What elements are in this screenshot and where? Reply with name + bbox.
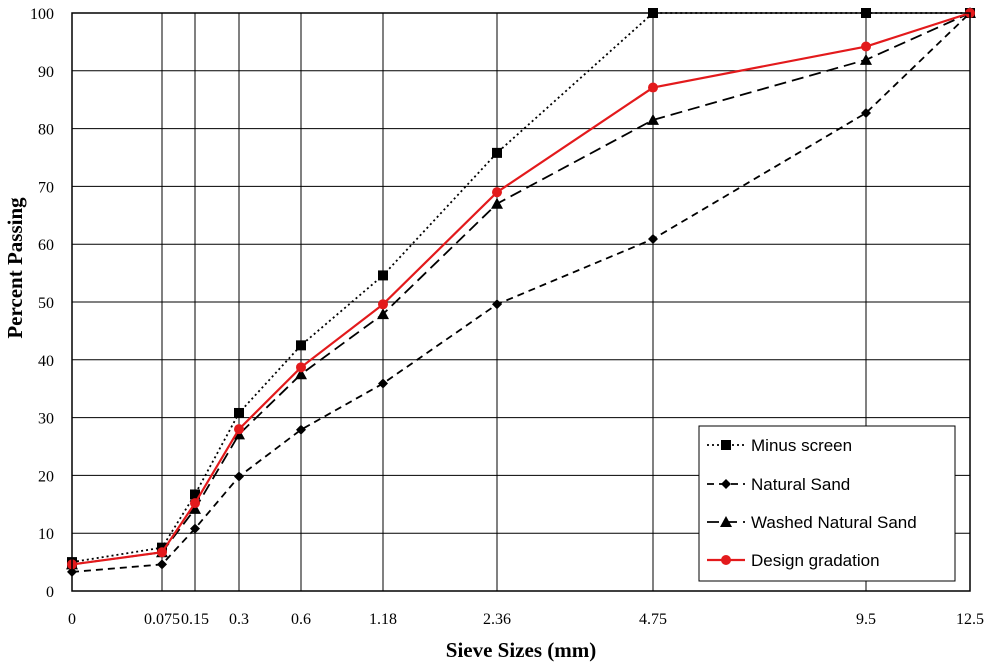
circle-marker — [492, 187, 502, 198]
plot-frame — [71, 12, 971, 592]
square-marker — [492, 147, 502, 158]
x-tick-label: 9.5 — [856, 611, 876, 628]
diamond-marker — [378, 378, 388, 389]
y-tick-label: 20 — [38, 468, 54, 485]
y-tick-label: 40 — [38, 353, 54, 370]
legend-label: Design gradation — [751, 551, 880, 570]
diamond-marker — [234, 471, 244, 482]
x-tick-label: 0.15 — [181, 611, 209, 628]
diamond-marker — [861, 107, 871, 118]
triangle-marker — [720, 516, 732, 527]
y-tick-label: 30 — [38, 411, 54, 428]
x-tick-label: 4.75 — [639, 611, 667, 628]
triangle-marker — [647, 113, 659, 125]
x-tick-label: 12.5 — [956, 611, 984, 628]
y-tick-label: 90 — [38, 64, 54, 81]
legend-item: Natural Sand — [707, 475, 850, 494]
circle-marker — [296, 362, 306, 373]
x-tick-label: 0.3 — [229, 611, 249, 628]
y-tick-label: 50 — [38, 295, 54, 312]
square-marker — [378, 270, 388, 281]
x-tick-label: 0.6 — [291, 611, 311, 628]
y-axis-title: Percent Passing — [3, 197, 27, 339]
x-tick-label: 2.36 — [483, 611, 511, 628]
square-marker — [296, 340, 306, 351]
triangle-marker — [377, 308, 389, 320]
legend-label: Washed Natural Sand — [751, 513, 917, 532]
legend-item: Washed Natural Sand — [707, 513, 917, 532]
x-tick-label: 1.18 — [369, 611, 397, 628]
circle-marker — [234, 424, 244, 435]
triangle-marker — [860, 53, 872, 65]
legend: Minus screen Natural Sand Washed Natural S… — [698, 425, 956, 582]
legend-label: Natural Sand — [751, 475, 850, 494]
square-marker — [721, 440, 731, 450]
diamond-marker — [190, 523, 200, 534]
diamond-marker — [492, 299, 502, 310]
diamond-marker — [721, 479, 731, 489]
y-tick-label: 0 — [46, 584, 54, 601]
legend-item: Minus screen — [707, 436, 852, 455]
legend-box — [698, 425, 956, 582]
axis-labels: 0 10 20 30 40 50 60 70 80 90 100 0 0.075 0.15 0.3 0.6 1.… — [30, 6, 984, 628]
series-line — [71, 12, 971, 573]
diamond-marker — [157, 559, 167, 570]
triangle-marker — [189, 502, 201, 514]
triangle-marker — [491, 197, 503, 209]
series-line — [71, 12, 970, 563]
circle-marker — [157, 547, 167, 558]
y-tick-label: 70 — [38, 179, 54, 196]
square-marker — [234, 407, 244, 418]
circle-marker — [721, 555, 731, 565]
y-tick-label: 10 — [38, 526, 54, 543]
x-tick-label: 0.075 — [144, 611, 180, 628]
y-tick-label: 60 — [38, 237, 54, 254]
circle-marker — [378, 299, 388, 310]
circle-marker — [190, 498, 200, 509]
y-tick-label: 80 — [38, 122, 54, 139]
x-tick-label: 0 — [68, 611, 76, 628]
circle-marker — [861, 41, 871, 52]
circle-marker — [648, 82, 658, 93]
triangle-marker — [295, 368, 307, 380]
series-line — [71, 12, 971, 566]
x-axis-title: Sieve Sizes (mm) — [446, 638, 596, 662]
y-tick-label: 100 — [30, 6, 54, 23]
legend-label: Minus screen — [751, 436, 852, 455]
square-marker — [190, 489, 200, 500]
series-line — [71, 11, 971, 566]
series-design-gradation — [67, 8, 975, 570]
legend-item: Design gradation — [707, 551, 880, 570]
diamond-marker — [296, 424, 306, 435]
diamond-marker — [648, 233, 658, 244]
